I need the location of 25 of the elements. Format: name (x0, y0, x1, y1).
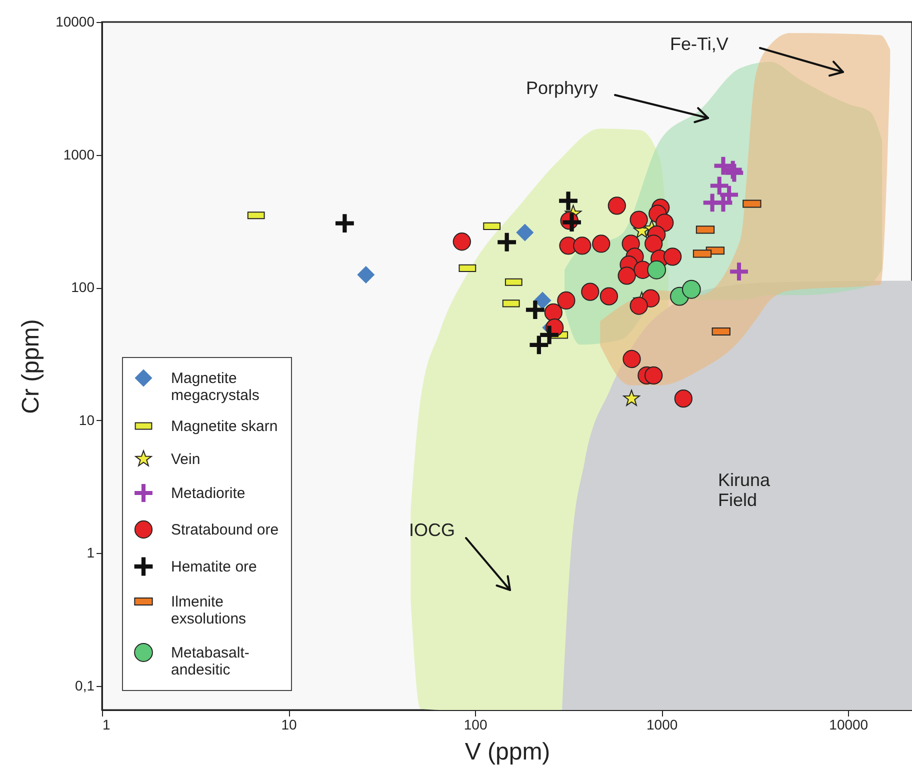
legend-label: Magnetite megacrystals (171, 370, 260, 404)
y-tick-label: 0,1 (75, 678, 95, 694)
y-tick-label: 1 (86, 544, 95, 561)
x-tick-label: 10000 (829, 716, 868, 732)
legend-label: Hematite ore (171, 558, 257, 576)
annotation: IOCG (409, 520, 456, 540)
legend-label: Metadiorite (171, 485, 246, 502)
y-axis-title: Cr (ppm) (18, 319, 45, 414)
y-tick-label: 10000 (56, 14, 95, 30)
legend-label: Metabasalt-andesitic (171, 644, 250, 678)
annotation: Fe-Ti,V (670, 34, 728, 54)
legend-label: Magnetite skarn (171, 418, 278, 435)
legend-label: Vein (171, 451, 200, 468)
annotation: Porphyry (526, 78, 598, 98)
x-axis-title: V (ppm) (464, 738, 550, 765)
x-tick-label: 10 (281, 716, 298, 732)
legend-label: Ilmenite exsolutions (171, 594, 246, 628)
legend-label: Stratabound ore (171, 522, 279, 538)
x-tick-label: 1000 (646, 716, 678, 732)
y-tick-label: 100 (71, 279, 95, 296)
y-tick-label: 10 (78, 412, 95, 428)
y-tick-label: 1000 (63, 146, 95, 162)
x-tick-label: 1 (102, 716, 110, 732)
x-tick-label: 100 (464, 716, 488, 732)
annotation: Kiruna Field (718, 470, 772, 510)
